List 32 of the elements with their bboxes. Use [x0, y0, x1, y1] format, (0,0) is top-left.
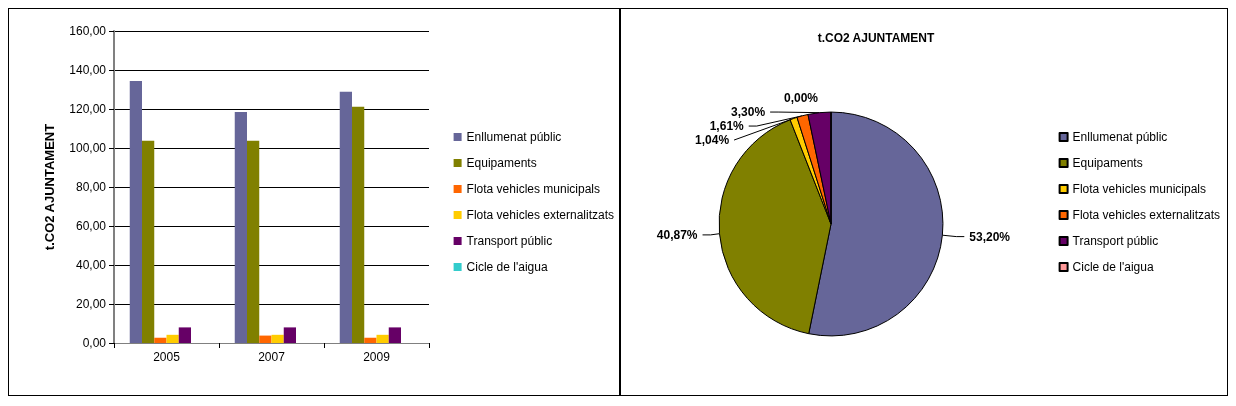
text: 0,00%: [783, 91, 818, 106]
y-axis-title: t.CO2 AJUNTAMENT: [42, 123, 57, 251]
x-tick-label: 2007: [258, 350, 286, 364]
legend-label: Equipaments: [1072, 156, 1143, 170]
legend-label: Equipaments: [466, 156, 537, 170]
y-tick-label: 40,00: [75, 258, 107, 272]
y-tick-label: 160,00: [69, 24, 107, 38]
y-tick-label: 120,00: [69, 102, 107, 116]
y-tick-label: 140,00: [69, 63, 107, 77]
chart-title: t.CO2 AJUNTAMENT: [817, 31, 935, 45]
y-tick-label: 80,00: [75, 180, 107, 194]
legend-label: Transport públic: [466, 234, 553, 248]
x-tick-label: 2005: [153, 350, 181, 364]
legend-label: Cicle de l'aigua: [1072, 260, 1154, 274]
data-label: 53,20%: [969, 229, 1011, 244]
data-label: 1,61%: [709, 119, 745, 134]
data-label: 40,87%: [656, 227, 698, 242]
legend-label: Flota vehicles municipals: [1072, 182, 1206, 196]
x-tick-label: 2009: [363, 350, 391, 364]
data-label: 3,30%: [731, 105, 766, 120]
legend-label: Cicle de l'aigua: [466, 260, 548, 274]
data-label: 1,04%: [695, 133, 730, 148]
legend-label: Enllumenat públic: [466, 130, 562, 144]
y-tick-label: 100,00: [69, 141, 107, 155]
legend-label: Flota vehicles externalitzats: [466, 208, 615, 222]
legend-label: Enllumenat públic: [1072, 130, 1168, 144]
legend-label: Flota vehicles externalitzats: [1072, 208, 1221, 222]
legend-label: Transport públic: [1072, 234, 1159, 248]
y-tick-label: 0,00: [82, 336, 107, 350]
y-tick-label: 20,00: [75, 297, 107, 311]
legend-label: Flota vehicles municipals: [466, 182, 600, 196]
y-tick-label: 60,00: [75, 219, 107, 233]
